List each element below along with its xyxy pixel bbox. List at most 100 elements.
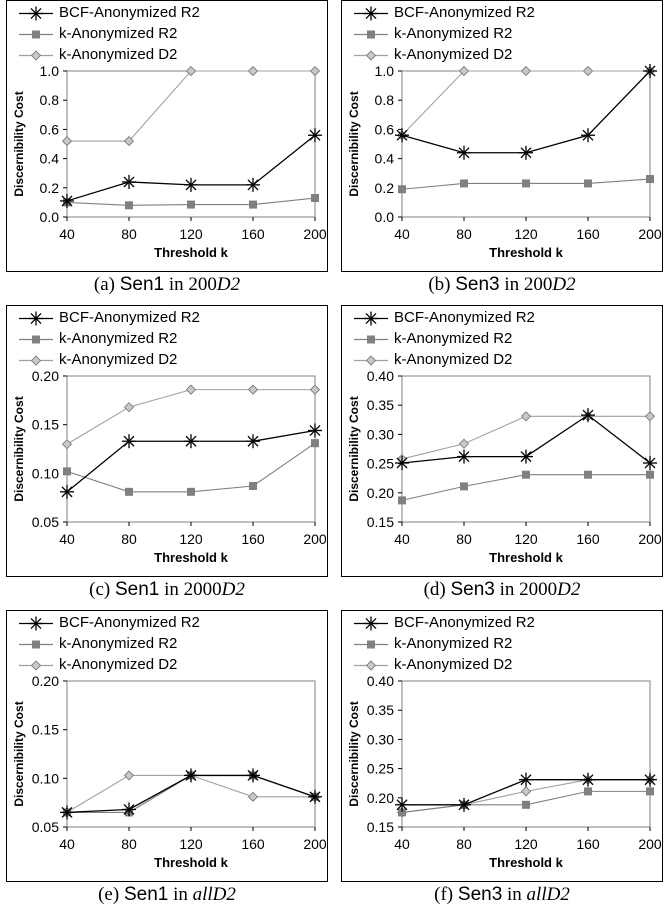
x-axis-label: Threshold k: [489, 245, 563, 260]
legend-marker: [365, 50, 377, 61]
caption-attribute: Sen3: [450, 579, 495, 600]
data-point: [123, 402, 135, 413]
y-tick-label: 0.30: [367, 426, 394, 442]
legend-marker: [367, 335, 375, 344]
data-point: [122, 174, 136, 189]
data-point: [247, 384, 259, 395]
data-point: [184, 434, 198, 449]
plot-area: [401, 70, 651, 218]
data-point: [309, 384, 321, 395]
line-chart: 0.05 0.10 0.15 0.20 40 80 120 160 200 Threshold k…: [12, 673, 327, 870]
legend: BCF-Anonymized R2 k-Anonymized R2 k-Anonym…: [17, 613, 247, 676]
data-point: [460, 179, 468, 188]
x-tick-label: 120: [179, 836, 203, 852]
legend-label: k-Anonymized R2: [59, 330, 178, 347]
x-tick-label: 40: [59, 531, 75, 547]
y-tick-label: 0.35: [367, 702, 394, 718]
legend-marker: [29, 311, 43, 326]
data-point: [63, 467, 71, 476]
y-axis-label: Discernibility Cost: [347, 396, 361, 501]
legend-marker: [365, 355, 377, 366]
legend: BCF-Anonymized R2 k-Anonymized R2 k-Anonym…: [352, 308, 582, 371]
data-point: [247, 65, 259, 77]
data-point: [60, 805, 74, 820]
x-tick-label: 120: [514, 226, 538, 242]
series-line: [401, 70, 651, 154]
legend-label: BCF-Anonymized R2: [394, 4, 535, 21]
line-chart: 0.05 0.10 0.15 0.20 40 80 120 160 200 Threshold k…: [12, 368, 327, 565]
data-point: [60, 193, 74, 208]
data-point: [522, 800, 530, 809]
chart-panel-e: 0.05 0.10 0.15 0.20 40 80 120 160 200 Threshold k…: [6, 610, 328, 912]
data-point: [458, 65, 470, 77]
data-point: [581, 408, 595, 423]
legend-item: BCF-Anonymized R2: [17, 613, 247, 634]
data-point: [460, 482, 468, 491]
chart-frame: 0.05 0.10 0.15 0.20 40 80 120 160 200 Threshold k…: [6, 610, 328, 882]
caption-in: in: [507, 884, 522, 905]
y-tick-label: 0.20: [32, 368, 59, 384]
legend-marker: [364, 311, 378, 326]
caption-dataset-size: 200: [523, 274, 553, 295]
legend-marker: [30, 355, 42, 366]
data-point: [581, 772, 595, 787]
series-line: [67, 70, 315, 142]
x-tick-label: 160: [576, 531, 600, 547]
data-point: [249, 481, 257, 490]
data-point: [184, 177, 198, 192]
x-tick-label: 40: [394, 531, 410, 547]
y-tick-label: 0.25: [367, 456, 394, 472]
y-tick-label: 0.6: [40, 121, 60, 137]
x-tick-label: 200: [638, 226, 662, 242]
data-point: [187, 200, 195, 209]
data-point: [60, 484, 74, 499]
data-point: [398, 808, 406, 817]
legend-label: k-Anonymized D2: [59, 656, 178, 673]
legend-item: BCF-Anonymized R2: [352, 3, 582, 24]
caption-dataset-name: allD2: [192, 884, 236, 905]
data-point: [644, 411, 656, 422]
legend-marker: [367, 640, 375, 649]
subfigure-caption: (a) Sen1 in 200D2: [6, 274, 328, 296]
y-tick-label: 0.30: [367, 731, 394, 747]
plot-area: [66, 680, 316, 828]
data-point: [457, 449, 471, 464]
legend-item: k-Anonymized D2: [352, 350, 582, 371]
data-point: [457, 145, 471, 160]
x-tick-label: 200: [638, 836, 662, 852]
x-tick-label: 160: [241, 531, 265, 547]
legend-label: BCF-Anonymized R2: [59, 614, 200, 631]
y-axis-label: Discernibility Cost: [347, 91, 361, 196]
y-axis-label: Discernibility Cost: [12, 396, 26, 501]
legend-item: k-Anonymized R2: [352, 329, 582, 350]
x-tick-label: 160: [241, 226, 265, 242]
data-point: [522, 179, 530, 188]
data-point: [125, 487, 133, 496]
legend: BCF-Anonymized R2 k-Anonymized R2 k-Anonym…: [17, 3, 247, 66]
legend-marker: [29, 6, 43, 21]
caption-dataset-name: allD2: [526, 884, 570, 905]
legend-label: k-Anonymized R2: [59, 635, 178, 652]
legend-label: k-Anonymized D2: [394, 656, 513, 673]
caption-attribute: Sen1: [114, 579, 160, 600]
y-tick-label: 0.15: [367, 514, 394, 530]
x-tick-label: 80: [456, 836, 472, 852]
line-chart: 0.0 0.2 0.4 0.6 0.8 1.0 40 80 120 160 200 Threshold…: [347, 63, 662, 260]
legend-marker: [367, 30, 375, 39]
legend-marker: [32, 335, 40, 344]
chart-frame: 0.15 0.20 0.25 0.30 0.35 0.40 40 80 120 160 200 Thr…: [341, 610, 663, 882]
data-point: [249, 200, 257, 209]
legend: BCF-Anonymized R2 k-Anonymized R2 k-Anonym…: [352, 3, 582, 66]
legend-item: k-Anonymized D2: [352, 45, 582, 66]
series-line: [66, 442, 316, 493]
x-tick-label: 120: [514, 531, 538, 547]
y-tick-label: 0.2: [375, 180, 395, 196]
data-point: [246, 177, 260, 192]
caption-dataset-name: D2: [216, 274, 241, 295]
data-point: [61, 439, 73, 450]
data-point: [458, 438, 470, 449]
legend-marker: [30, 660, 42, 671]
data-point: [122, 802, 136, 817]
data-point: [520, 411, 532, 422]
data-point: [519, 145, 533, 160]
